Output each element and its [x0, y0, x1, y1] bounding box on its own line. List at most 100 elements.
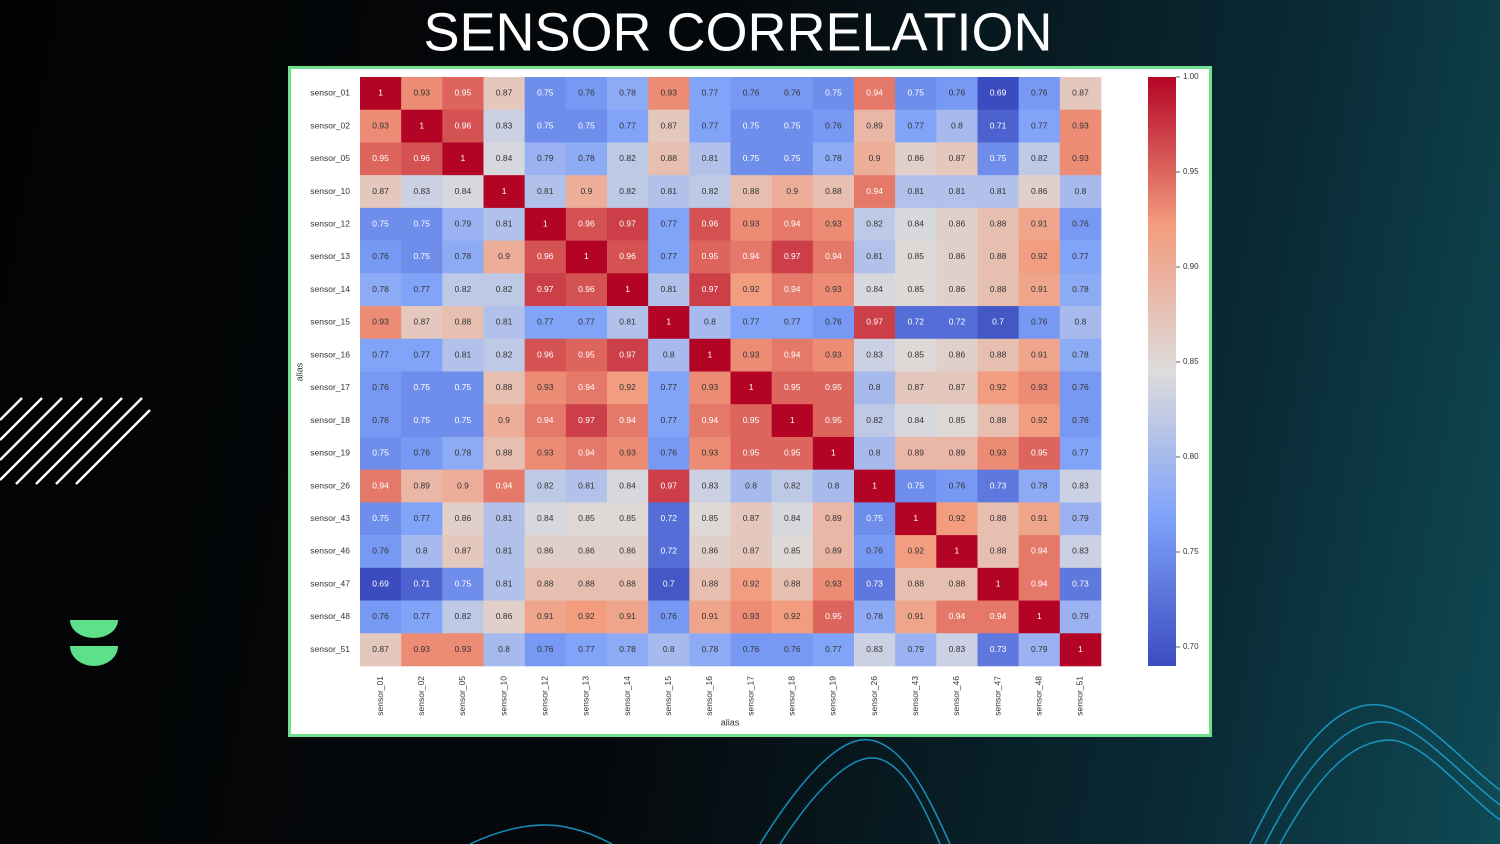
heatmap-cell [854, 142, 896, 176]
heatmap-cell [483, 142, 525, 176]
cell-label: 0.93 [537, 382, 554, 392]
heatmap-cell [524, 469, 567, 503]
x-tick-label: sensor_01 [375, 676, 385, 716]
cell-label: 0.77 [702, 120, 719, 130]
heatmap-cell [1059, 240, 1102, 274]
cell-label: 0.88 [496, 448, 513, 458]
cell-label: 0.93 [372, 120, 389, 130]
heatmap-cell [483, 436, 525, 470]
cell-label: 0.88 [619, 578, 636, 588]
heatmap-cell [977, 502, 1019, 536]
cell-label: 0.88 [702, 578, 719, 588]
heatmap-cell [689, 240, 731, 274]
x-tick-label: sensor_12 [540, 676, 550, 716]
cell-label: 0.97 [866, 317, 883, 327]
heatmap-cell [648, 77, 690, 111]
heatmap-cell [689, 175, 731, 209]
x-tick-label: sensor_51 [1075, 676, 1085, 716]
heatmap-cell [524, 436, 567, 470]
cell-label: 0.77 [578, 317, 595, 327]
heatmap-cell [401, 142, 443, 176]
heatmap-cell [607, 436, 649, 470]
cell-label: 0.87 [949, 153, 966, 163]
cell-label: 0.9 [498, 251, 510, 261]
cell-label: 0.77 [743, 317, 760, 327]
heatmap-cell [401, 502, 443, 536]
x-tick-label: sensor_48 [1034, 676, 1044, 716]
cell-label: 0.78 [825, 153, 842, 163]
heatmap-cell [689, 469, 731, 503]
cell-label: 0.73 [1072, 578, 1089, 588]
cell-label: 0.88 [990, 349, 1007, 359]
heatmap-cell [360, 600, 402, 634]
heatmap-cell [648, 469, 690, 503]
cell-label: 0.76 [413, 448, 430, 458]
heatmap-cell [483, 207, 525, 241]
heatmap-cell [524, 633, 567, 667]
cell-label: 0.93 [1072, 120, 1089, 130]
cell-label: 0.93 [702, 448, 719, 458]
cell-label: 0.95 [825, 382, 842, 392]
cell-label: 0.81 [496, 546, 513, 556]
heatmap-cell [854, 371, 896, 405]
cell-label: 0.84 [907, 219, 924, 229]
heatmap-cell [977, 469, 1019, 503]
cell-label: 1 [461, 153, 466, 163]
heatmap-cell [401, 600, 443, 634]
heatmap-cell [895, 207, 937, 241]
heatmap-cell [401, 567, 443, 601]
cell-label: 0.8 [828, 480, 840, 490]
heatmap-cell [565, 535, 608, 569]
cell-label: 0.94 [825, 251, 842, 261]
heatmap-cell [771, 567, 814, 601]
cell-label: 0.76 [825, 120, 842, 130]
cell-label: 0.96 [537, 251, 554, 261]
heatmap-cell [401, 371, 443, 405]
heatmap-cell [854, 109, 896, 143]
cell-label: 0.75 [413, 382, 430, 392]
cell-label: 0.96 [702, 219, 719, 229]
cell-label: 0.91 [1031, 284, 1048, 294]
heatmap-cell [360, 469, 402, 503]
colorbar-tick-label: 0.80 [1183, 452, 1199, 461]
heatmap-cell [730, 77, 772, 111]
heatmap-cell [977, 404, 1019, 438]
cell-label: 0.93 [825, 284, 842, 294]
heatmap-cell [977, 240, 1019, 274]
heatmap-cell [895, 338, 937, 372]
cell-label: 0.93 [990, 448, 1007, 458]
heatmap-cell [977, 109, 1019, 143]
heatmap-cell [483, 567, 525, 601]
cell-label: 1 [543, 219, 548, 229]
heatmap-cell [936, 567, 978, 601]
heatmap-cell [1059, 338, 1102, 372]
heatmap-cell [936, 175, 978, 209]
heatmap-cell [524, 175, 567, 209]
x-tick-label: sensor_05 [457, 676, 467, 716]
cell-label: 0.77 [619, 120, 636, 130]
cell-label: 0.87 [372, 644, 389, 654]
cell-label: 0.76 [949, 480, 966, 490]
cell-label: 0.73 [866, 578, 883, 588]
heatmap-cell [936, 633, 978, 667]
cell-label: 1 [872, 480, 877, 490]
cell-label: 0.77 [825, 644, 842, 654]
x-tick-label: sensor_43 [910, 676, 920, 716]
heatmap-cell [812, 273, 855, 307]
cell-label: 0.81 [619, 317, 636, 327]
cell-label: 0.86 [1031, 186, 1048, 196]
heatmap-cell [977, 371, 1019, 405]
cell-label: 0.77 [413, 513, 430, 523]
heatmap-cell [442, 77, 484, 111]
heatmap-cell [1059, 207, 1102, 241]
cell-label: 0.94 [784, 284, 801, 294]
heatmap-cell [689, 535, 731, 569]
heatmap-cell [936, 371, 978, 405]
heatmap-cell [401, 306, 443, 340]
cell-label: 0.78 [1072, 284, 1089, 294]
heatmap-cell [977, 567, 1019, 601]
cell-label: 0.72 [949, 317, 966, 327]
cell-label: 0.91 [1031, 513, 1048, 523]
cell-label: 0.81 [578, 480, 595, 490]
